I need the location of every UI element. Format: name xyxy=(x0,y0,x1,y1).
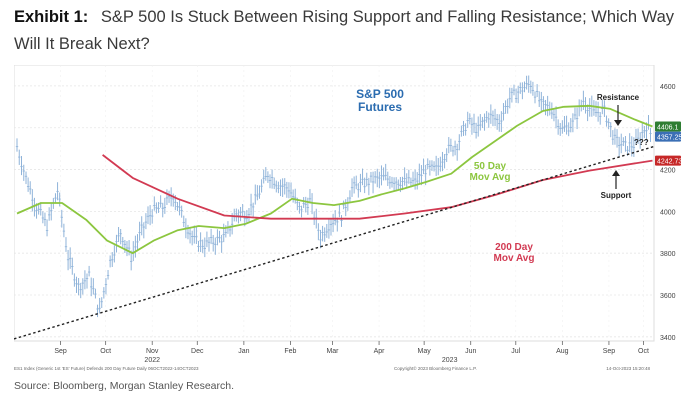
x-tick-label: Nov xyxy=(146,348,159,355)
chart-area: 3400360038004000420044004600SepOctNovDec… xyxy=(13,64,700,377)
y-tick-label: 4200 xyxy=(660,168,676,175)
footer-left: ES1 Index (Generic 1st 'ES' Future) Defe… xyxy=(14,366,199,371)
last-value-tag xyxy=(655,121,681,132)
last-value-text: 4406.1 xyxy=(657,124,679,131)
ma50-line xyxy=(16,104,653,255)
question-marks: ??? xyxy=(634,138,649,147)
last-value-tag xyxy=(655,155,681,166)
exhibit-label: Exhibit 1: xyxy=(14,8,89,26)
x-tick-label: Jan xyxy=(238,348,249,355)
y-tick-label: 4600 xyxy=(660,84,676,91)
y-tick-label: 3600 xyxy=(660,293,676,300)
exhibit-title-text: S&P 500 Is Stuck Between Rising Support … xyxy=(14,8,675,53)
x-tick-label: Mar xyxy=(326,348,339,355)
exhibit-title: Exhibit 1: S&P 500 Is Stuck Between Risi… xyxy=(14,4,686,58)
ma200-label-line1: 200 Day xyxy=(495,242,533,253)
support-trendline xyxy=(13,145,655,340)
futures-title-line1: S&P 500 xyxy=(356,87,404,101)
ma50-label-line2: Mov Avg xyxy=(470,172,511,183)
resistance-arrow-head xyxy=(614,120,622,126)
x-tick-label: Sep xyxy=(54,348,67,355)
sp500-chart: 3400360038004000420044004600SepOctNovDec… xyxy=(13,64,682,371)
support-arrow-head xyxy=(612,170,620,176)
support-label: Support xyxy=(601,191,632,200)
x-year-label: 2023 xyxy=(442,357,458,364)
footer-center: Copyright© 2023 Bloomberg Finance L.P. xyxy=(394,365,477,371)
x-tick-label: Sep xyxy=(603,348,616,355)
resistance-label: Resistance xyxy=(597,93,640,102)
source-note: Source: Bloomberg, Morgan Stanley Resear… xyxy=(14,380,235,392)
last-value-tag xyxy=(655,131,681,142)
ma200-label-line2: Mov Avg xyxy=(494,253,535,264)
x-tick-label: Oct xyxy=(100,348,111,355)
y-tick-label: 3800 xyxy=(660,251,676,258)
x-tick-label: Jul xyxy=(511,348,520,355)
x-tick-label: Jun xyxy=(465,348,476,355)
x-tick-label: Aug xyxy=(556,348,569,355)
footer-right: 14-Oct-2023 15:20:48 xyxy=(606,366,650,371)
y-tick-label: 3400 xyxy=(660,335,676,342)
ma50-label-line1: 50 Day xyxy=(474,161,507,172)
plot-frame xyxy=(13,64,655,342)
y-tick-label: 4000 xyxy=(660,209,676,216)
last-value-text: 4242.73 xyxy=(657,159,682,166)
x-tick-label: Apr xyxy=(374,348,386,355)
x-tick-label: Oct xyxy=(638,348,649,355)
x-tick-label: May xyxy=(418,348,432,355)
futures-title-line2: Futures xyxy=(358,100,402,114)
last-value-text: 4357.25 xyxy=(657,135,682,142)
x-tick-label: Dec xyxy=(191,348,204,355)
x-year-label: 2022 xyxy=(144,357,160,364)
x-tick-label: Feb xyxy=(284,348,296,355)
